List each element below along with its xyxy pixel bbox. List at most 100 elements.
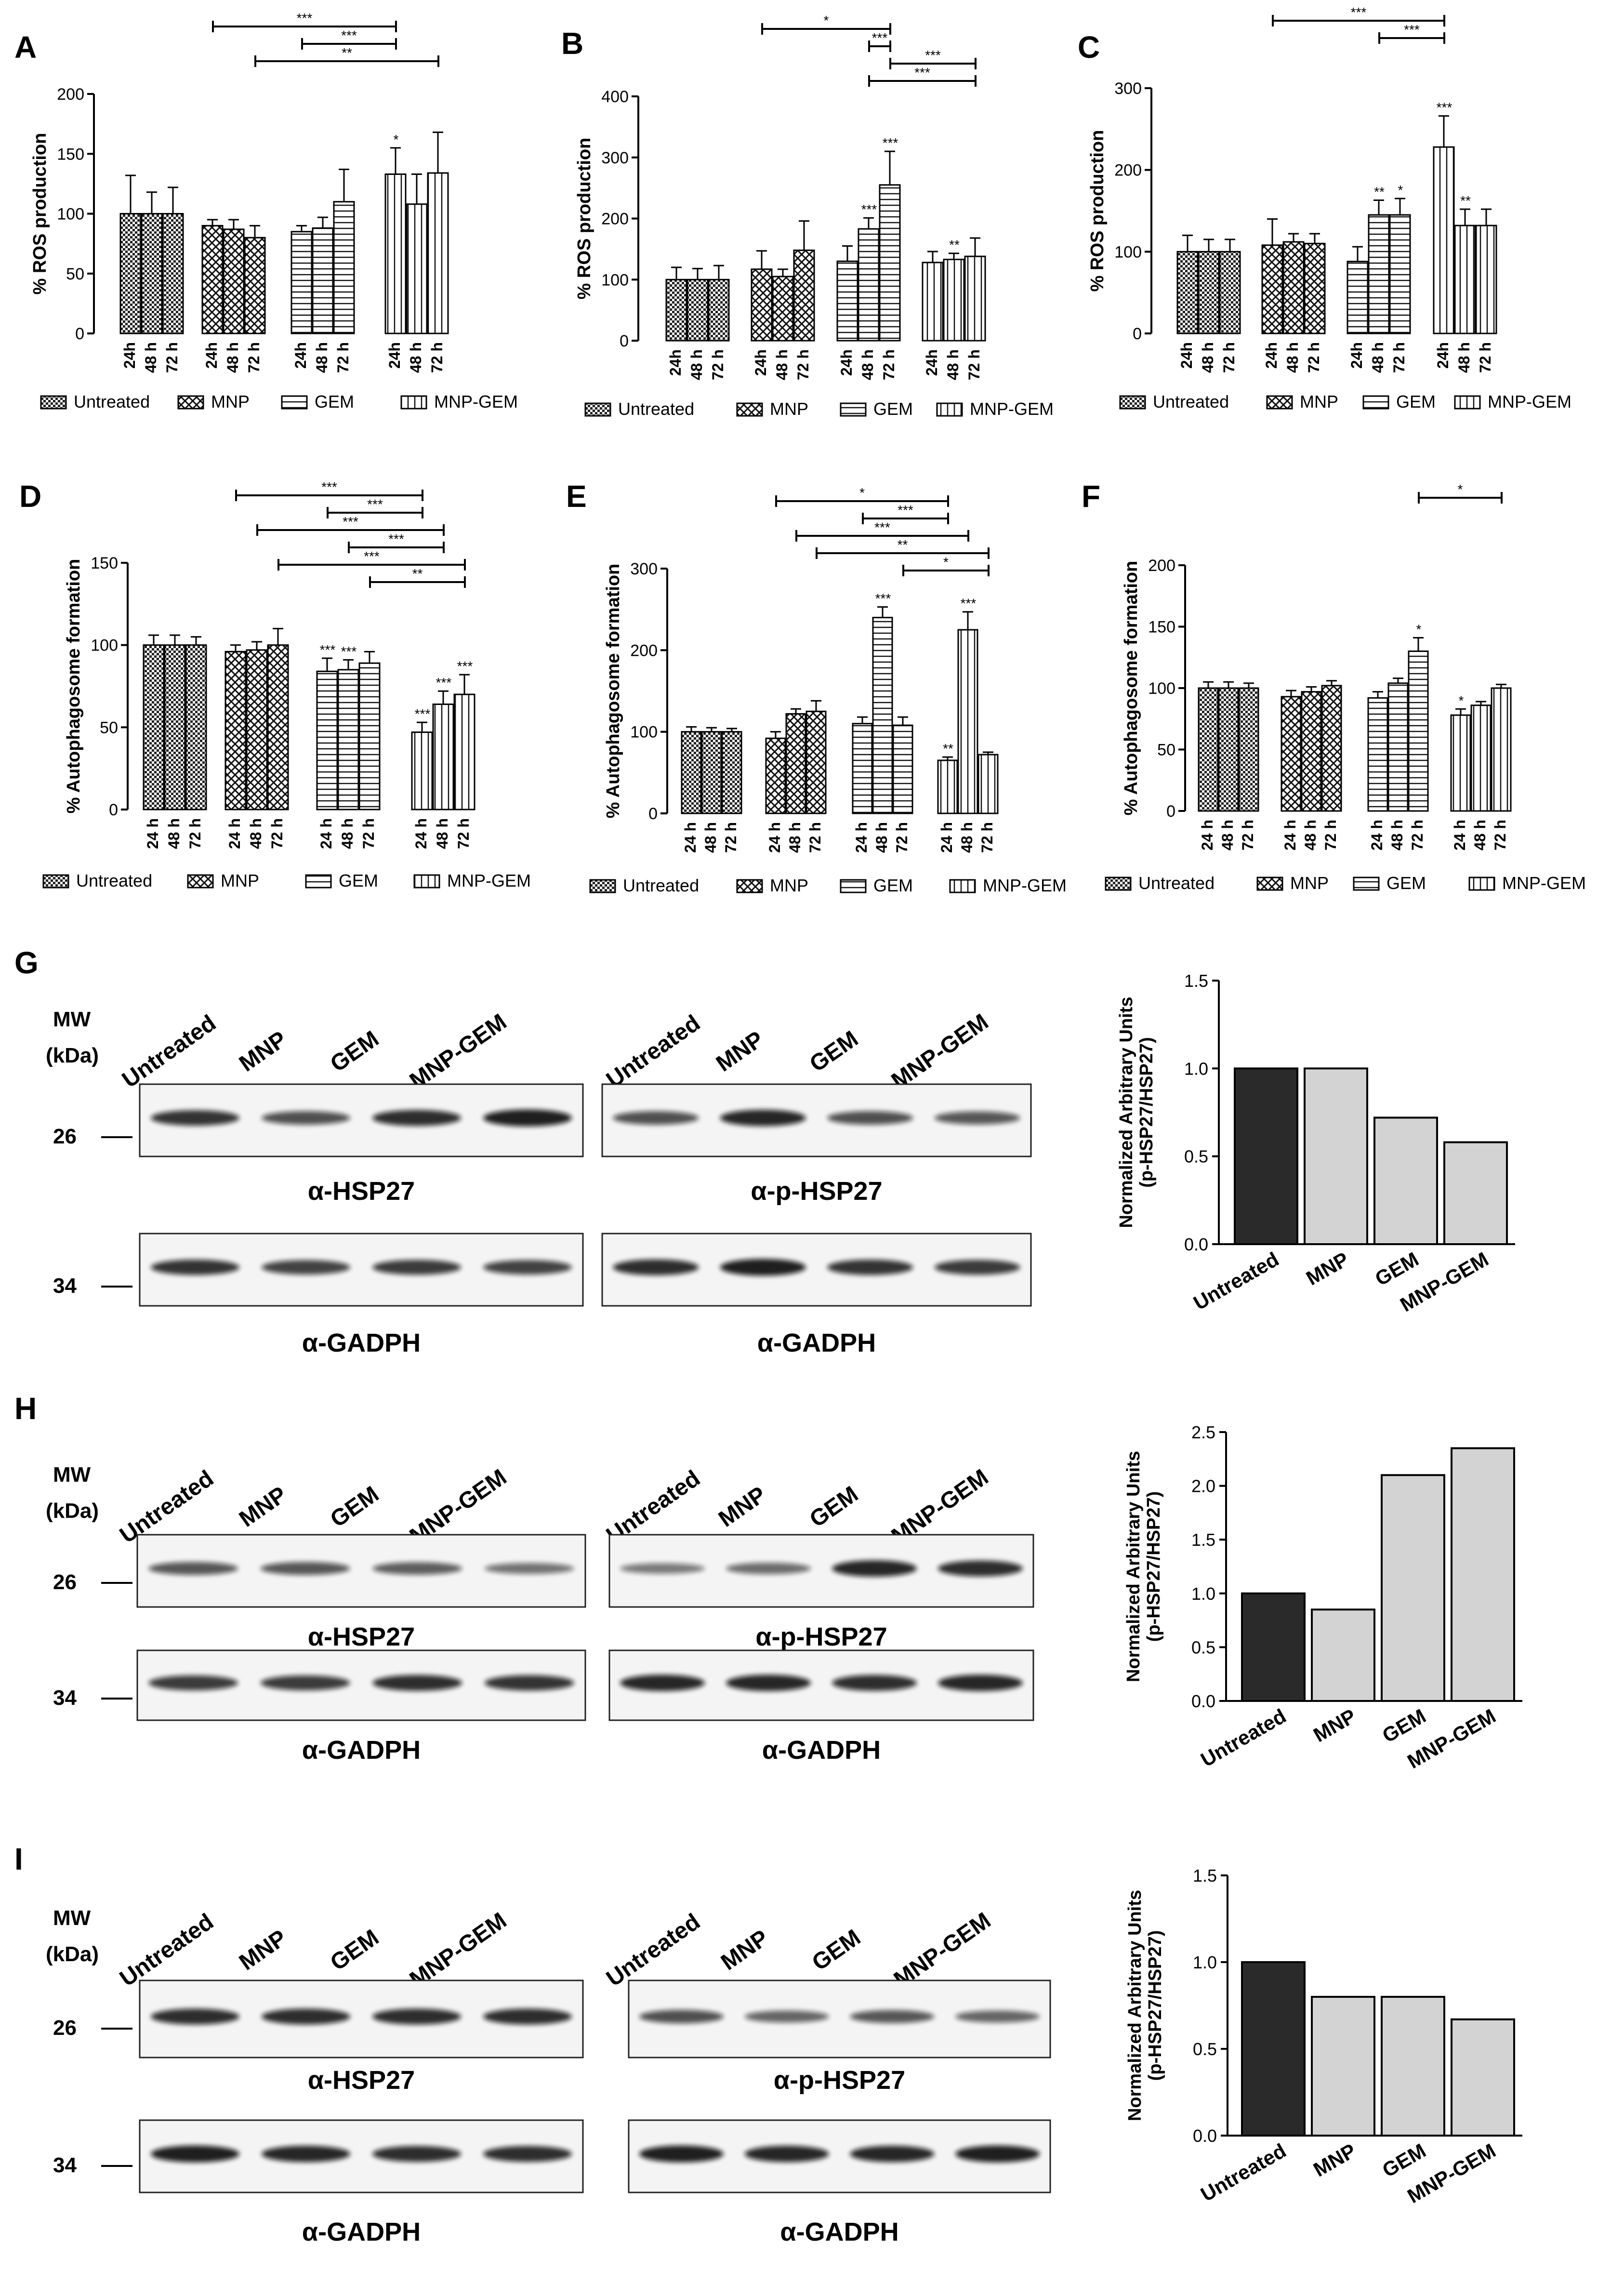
blot-band-i-botL-3	[483, 2146, 572, 2162]
blot-band-h-topL-2	[372, 1562, 462, 1575]
bar-e-3-0	[937, 759, 958, 814]
legend-label-d-0: Untreated	[76, 871, 152, 890]
sig-label-d-0: ***	[321, 479, 337, 494]
bar-b-2-2	[879, 184, 901, 342]
bar-a-3-2	[427, 172, 449, 334]
bar-a-1-2	[244, 237, 266, 334]
blot-band-h-botL-2	[372, 1675, 462, 1691]
x-tick-label-c-0-1: 48 h	[1199, 342, 1216, 373]
bar-b-3-1	[943, 258, 965, 342]
x-tick-label-f-3-1: 48 h	[1471, 820, 1489, 850]
lane-label-left-g-3: MNP-GEM	[405, 1009, 511, 1094]
bar-d-2-0	[316, 670, 338, 810]
blot-g: MW(kDa) Untreated MNP GEM MNP-GEM Untreated MN…	[46, 1008, 1032, 1357]
kda-label-g: (kDa)	[46, 1044, 99, 1067]
x-tick-label-f-1-2: 72 h	[1322, 820, 1339, 850]
lane-label-left-i-1: MNP	[235, 1925, 291, 1976]
x-tick-label-b-0-1: 48 h	[688, 349, 705, 380]
legend-swatch-c-2	[1362, 395, 1389, 410]
y-tick-label-a-2: 100	[57, 205, 84, 224]
blot-band-g-topL-2	[372, 1110, 461, 1126]
star-c-3-1: **	[1460, 193, 1471, 208]
lane-label-right-i-2: GEM	[807, 1925, 865, 1976]
y-axis-label-f: % Autophagosome formation	[1121, 561, 1141, 815]
legend-label-c-2: GEM	[1396, 392, 1436, 412]
bar-c-1-1	[1282, 241, 1305, 334]
bar-b-0-0	[665, 279, 687, 342]
bar-f-1-1	[1301, 691, 1322, 812]
legend-swatch-d-0	[42, 874, 69, 889]
lane-label-right-g-1: MNP	[712, 1026, 768, 1077]
lane-label-left-g-0: Untreated	[118, 1010, 221, 1093]
blot-band-i-topR-1	[744, 2010, 829, 2023]
blot-band-h-botL-1	[260, 1675, 350, 1690]
y-tick-label-e-3: 300	[630, 560, 658, 578]
y-tick-label-g-2: 1.0	[1184, 1059, 1208, 1078]
sig-label-e-1: ***	[898, 503, 913, 518]
blot-band-h-botL-0	[148, 1675, 238, 1690]
y-tick-label-b-1: 100	[601, 271, 629, 289]
legend-swatch-f-1	[1256, 877, 1283, 891]
bar-b-2-1	[858, 228, 880, 342]
bar-c-1-0	[1261, 244, 1283, 334]
legend-label-a-3: MNP-GEM	[434, 392, 518, 412]
y-tick-label-c-1: 100	[1114, 243, 1142, 261]
x-tick-label-a-2-0: 24h	[292, 342, 309, 369]
bar-h-0	[1241, 1592, 1306, 1702]
blot-band-i-topL-2	[372, 2008, 461, 2025]
y-tick-label-e-2: 200	[630, 641, 658, 660]
sig-label-e-4: *	[943, 555, 949, 570]
x-tick-label-e-3-2: 72 h	[978, 822, 996, 853]
legend-label-d-2: GEM	[339, 871, 378, 890]
blot-band-h-topR-1	[726, 1563, 811, 1574]
x-tick-label-c-1-0: 24h	[1263, 342, 1280, 369]
x-tick-label-d-2-1: 48 h	[339, 818, 356, 849]
y-axis-label-a: % ROS production	[30, 133, 50, 295]
blot-band-g-botL-0	[151, 1260, 239, 1275]
x-tick-label-e-0-1: 48 h	[702, 822, 719, 853]
bar-a-1-0	[201, 225, 224, 334]
bar-d-3-0	[411, 731, 433, 810]
x-tick-label-a-0-1: 48 h	[142, 342, 159, 373]
bar-e-2-0	[852, 723, 873, 814]
y-axis-label-e: % Autophagosome formation	[603, 564, 623, 818]
sig-label-d-4: ***	[364, 549, 380, 564]
sig-label-a-1: ***	[341, 28, 357, 43]
x-tick-label-e-2-2: 72 h	[893, 822, 911, 853]
y-tick-label-h-0: 0.0	[1191, 1691, 1215, 1711]
y-tick-label-d-2: 100	[91, 637, 118, 655]
x-tick-label-a-0-2: 72 h	[163, 342, 181, 373]
legend-label-e-3: MNP-GEM	[983, 876, 1067, 895]
x-tick-label-d-1-1: 48 h	[247, 818, 264, 849]
blot-antibody-label-h-topL: α-HSP27	[308, 1622, 415, 1651]
y-tick-label-c-2: 200	[1114, 161, 1142, 180]
sig-label-e-2: ***	[874, 520, 890, 535]
bar-c-2-2	[1389, 214, 1411, 334]
star-f-2-2: *	[1416, 622, 1422, 637]
panel-letter-g: G	[14, 945, 39, 980]
blot-antibody-label-g-topL: α-HSP27	[308, 1177, 415, 1206]
x-tick-label-e-1-0: 24 h	[766, 822, 783, 853]
blot-band-h-topL-3	[484, 1563, 574, 1574]
y-tick-label-g-3: 1.5	[1184, 971, 1208, 991]
x-tick-label-b-1-2: 72 h	[794, 349, 812, 380]
blot-antibody-label-i-botL: α-GADPH	[302, 2218, 421, 2246]
blot-antibody-label-i-topR: α-p-HSP27	[774, 2066, 905, 2095]
y-tick-label-f-1: 50	[1157, 741, 1175, 759]
x-tick-label-b-1-1: 48 h	[773, 349, 791, 380]
legend-swatch-a-1	[177, 395, 204, 410]
x-tick-label-b-1-0: 24h	[752, 349, 769, 376]
blot-band-g-topR-2	[827, 1111, 913, 1125]
star-b-3-1: **	[949, 238, 960, 252]
bar-d-0-1	[164, 644, 186, 810]
mw-label-h: MW	[53, 1463, 91, 1487]
blot-band-g-botL-3	[483, 1260, 572, 1275]
bar-h-2	[1381, 1474, 1445, 1702]
y-tick-label-f-4: 200	[1148, 557, 1175, 575]
x-tick-label-a-3-1: 48 h	[407, 342, 424, 373]
y-axis-label-sub-h: (p-HSP27/HSP27)	[1144, 1491, 1164, 1642]
bar-d-2-1	[337, 669, 359, 810]
bar-f-2-0	[1367, 697, 1388, 812]
bar-c-0-1	[1198, 251, 1220, 334]
